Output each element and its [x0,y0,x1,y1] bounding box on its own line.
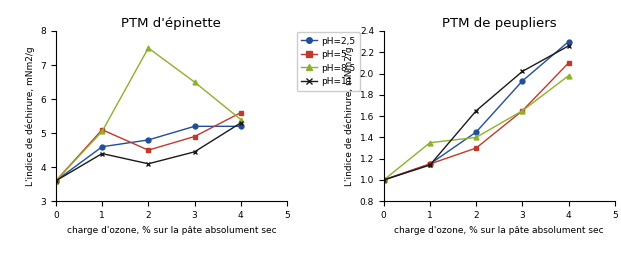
Y-axis label: L'indice de déchirure, mNm2/g: L'indice de déchirure, mNm2/g [25,46,35,186]
Legend: pH=2,5, pH=5, pH=8,5, pH=11: pH=2,5, pH=5, pH=8,5, pH=11 [297,32,360,91]
X-axis label: charge d'ozone, % sur la pâte absolument sec: charge d'ozone, % sur la pâte absolument… [394,225,604,235]
Title: PTM de peupliers: PTM de peupliers [442,17,556,30]
Y-axis label: L'indice de déchirure, mNm2/g: L'indice de déchirure, mNm2/g [345,46,354,186]
Title: PTM d'épinette: PTM d'épinette [122,17,221,30]
X-axis label: charge d'ozone, % sur la pâte absolument sec: charge d'ozone, % sur la pâte absolument… [66,225,276,235]
